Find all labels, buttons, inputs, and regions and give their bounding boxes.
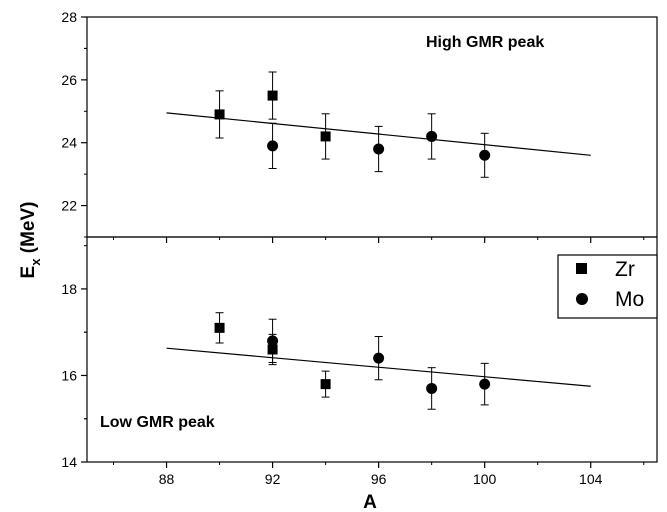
y-tick-label-14: 14 (61, 454, 77, 470)
y-tick-label-18: 18 (61, 281, 77, 297)
y-axis-title-subscript: x (28, 258, 43, 266)
bottom-plot-area (166, 312, 591, 410)
data-point-mo-100 (479, 149, 491, 161)
y-axis-title-unit: (MeV) (18, 202, 39, 259)
bottom-x-axis: 88 92 96 100 104 (113, 462, 645, 487)
legend-label-mo: Mo (615, 288, 644, 311)
bottom-panel-frame (86, 236, 658, 463)
x-tick-label-92: 92 (265, 471, 281, 487)
legend: Zr Mo (557, 254, 658, 319)
data-point-mo-98 (426, 382, 438, 394)
y-tick-label-22: 22 (61, 198, 77, 214)
data-point-zr-90 (214, 322, 225, 333)
x-tick-label-88: 88 (159, 471, 175, 487)
x-tick-label-104: 104 (579, 471, 603, 487)
y-tick-label-24: 24 (61, 135, 77, 151)
top-panel: 22 24 26 28 High GMR peak (61, 9, 658, 243)
x-tick-label-100: 100 (473, 471, 497, 487)
legend-marker-zr (576, 263, 587, 274)
x-tick-label-96: 96 (371, 471, 387, 487)
data-point-mo-96 (373, 352, 385, 364)
data-point-zr-92 (267, 90, 278, 101)
data-point-zr-90 (214, 109, 225, 120)
y-tick-label-16: 16 (61, 367, 77, 383)
y-axis-title: Ex (MeV) (18, 202, 43, 279)
low-gmr-peak-label: Low GMR peak (100, 414, 215, 431)
data-point-zr-94 (320, 131, 331, 142)
legend-box (557, 254, 658, 319)
legend-marker-mo (576, 293, 588, 305)
top-x-ticks (113, 237, 645, 243)
data-point-mo-92 (267, 140, 279, 152)
top-plot-area (166, 71, 591, 178)
x-axis-title: A (363, 492, 377, 512)
data-point-mo-100 (479, 378, 491, 390)
y-axis-title-main: E (18, 266, 39, 279)
data-point-zr-94 (320, 379, 331, 390)
top-panel-frame (86, 16, 658, 238)
y-tick-label-28: 28 (61, 9, 77, 25)
data-point-mo-98 (426, 130, 438, 142)
data-point-mo-96 (373, 143, 385, 155)
legend-label-zr: Zr (615, 258, 635, 281)
bottom-y-axis: 14 16 18 (61, 245, 87, 470)
data-point-mo-92 (267, 335, 279, 347)
top-y-axis: 22 24 26 28 (61, 9, 87, 238)
y-tick-label-26: 26 (61, 72, 77, 88)
high-gmr-peak-label: High GMR peak (426, 34, 544, 51)
bottom-panel: 14 16 18 88 92 96 100 104 Low GMR peak (61, 236, 658, 487)
